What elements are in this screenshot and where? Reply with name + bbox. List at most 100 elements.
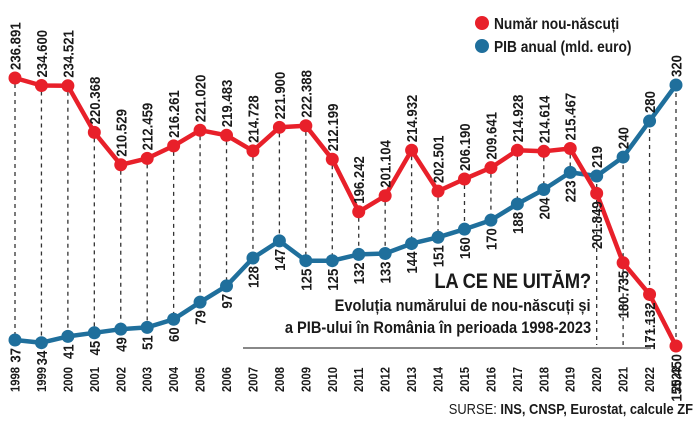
data-point-gdp: [34, 336, 48, 350]
data-point-gdp: [272, 234, 286, 248]
data-point-gdp: [484, 213, 498, 227]
data-label-gdp: 160: [456, 237, 473, 259]
x-tick-label: 2004: [167, 367, 182, 392]
x-tick-label: 2010: [325, 367, 340, 392]
gridlines: [14, 84, 677, 345]
data-label-births: 214.928: [509, 94, 526, 142]
data-label-gdp: 45: [86, 341, 103, 356]
data-point-gdp: [193, 295, 207, 309]
data-label-births: 221.020: [192, 74, 209, 122]
data-label-gdp: 128: [245, 266, 262, 288]
legend-label-births: Număr nou-născuți: [494, 15, 619, 33]
data-label-gdp: 133: [377, 261, 394, 283]
series-points: [8, 71, 683, 353]
data-label-gdp: 188: [509, 212, 526, 234]
data-label-gdp: 41: [60, 344, 77, 359]
data-point-births: [8, 71, 22, 85]
data-point-births: [616, 256, 630, 270]
data-point-gdp: [431, 230, 445, 244]
data-point-gdp: [299, 254, 313, 268]
data-labels: 236.891 234.600 234.521 220.368 210.529 212.4…: [7, 22, 685, 401]
source-text: INS, CNSP, Eurostat, calcule ZF: [500, 401, 693, 418]
data-point-gdp: [590, 169, 604, 183]
x-tick-label: 2023: [669, 367, 684, 392]
data-point-gdp: [457, 222, 471, 236]
legend-marker-births: [475, 16, 489, 30]
data-point-births: [246, 144, 260, 158]
data-point-births: [405, 143, 419, 157]
data-label-births: 214.728: [245, 95, 262, 143]
data-label-births: 201.849: [588, 201, 605, 249]
data-label-gdp: 147: [271, 249, 288, 271]
data-point-births: [272, 120, 286, 134]
x-tick-label: 2008: [272, 367, 287, 392]
data-point-gdp: [405, 237, 419, 251]
data-label-births: 216.261: [165, 90, 182, 138]
x-tick-label: 2013: [405, 367, 420, 392]
x-tick-label: 2007: [246, 367, 261, 392]
data-label-gdp: 320: [668, 55, 685, 77]
data-label-births: 214.932: [403, 94, 420, 142]
data-point-gdp: [246, 251, 260, 265]
data-label-births: 202.501: [430, 135, 447, 183]
data-label-births: 210.529: [112, 109, 129, 157]
data-point-gdp: [669, 78, 683, 92]
data-label-births: 222.388: [298, 70, 315, 118]
x-tick-label: 2002: [114, 367, 129, 392]
data-label-births: 209.641: [483, 112, 500, 160]
x-tick-label: 2000: [61, 367, 76, 392]
x-tick-label: 2011: [352, 367, 367, 392]
data-point-gdp: [510, 197, 524, 211]
annotation-title: LA CE NE UITĂM?: [434, 270, 591, 293]
data-label-gdp: 34: [33, 351, 50, 366]
data-point-gdp: [167, 312, 181, 326]
data-point-births: [299, 119, 313, 133]
data-label-births: 215.467: [562, 93, 579, 141]
x-tick-label: 1998: [8, 367, 23, 392]
data-label-gdp: 240: [615, 127, 632, 149]
x-tick-label: 2009: [299, 367, 314, 392]
legend-marker-gdp: [475, 39, 489, 53]
data-point-births: [431, 184, 445, 198]
x-tick-label: 1999: [34, 367, 49, 392]
data-point-gdp: [537, 183, 551, 197]
x-tick-label: 2012: [378, 367, 393, 392]
x-tick-label: 2019: [563, 367, 578, 392]
x-tick-label: 2017: [510, 367, 525, 392]
data-point-births: [378, 189, 392, 203]
x-axis-tick-labels: 1998 1999 2000 2001 2002 2003 2004 2005 2006 2007…: [8, 367, 684, 392]
data-label-gdp: 51: [139, 335, 156, 350]
annotation-divider: [243, 347, 651, 349]
data-point-gdp: [8, 333, 22, 347]
data-point-gdp: [87, 326, 101, 340]
x-tick-label: 2018: [537, 367, 552, 392]
legend: Număr nou-născuți PIB anual (mld. euro): [475, 15, 632, 56]
data-label-gdp: 170: [483, 228, 500, 250]
data-label-gdp: 125: [298, 269, 315, 291]
data-label-births: 155.450: [668, 354, 685, 402]
data-point-births: [114, 158, 128, 172]
data-label-births: 180.735: [615, 271, 632, 319]
data-point-births: [220, 128, 234, 142]
data-label-gdp: 280: [641, 91, 658, 113]
legend-label-gdp: PIB anual (mld. euro): [494, 38, 632, 56]
x-tick-label: 2014: [431, 367, 446, 392]
data-point-births: [643, 287, 657, 301]
source-prefix: SURSE:: [448, 401, 501, 418]
data-label-gdp: 49: [112, 337, 129, 352]
data-label-births: 214.614: [535, 96, 552, 144]
data-label-births: 219.483: [218, 79, 235, 127]
data-point-gdp: [352, 247, 366, 261]
x-tick-label: 2003: [140, 367, 155, 392]
data-label-births: 212.199: [324, 103, 341, 151]
data-point-births: [563, 142, 577, 156]
x-tick-label: 2022: [642, 367, 657, 392]
data-label-births: 196.242: [350, 156, 367, 204]
data-label-gdp: 151: [430, 245, 447, 267]
x-tick-label: 2015: [457, 367, 472, 392]
data-point-births: [325, 152, 339, 166]
x-tick-label: 2001: [87, 367, 102, 392]
data-label-gdp: 79: [192, 310, 209, 325]
data-point-gdp: [220, 279, 234, 293]
